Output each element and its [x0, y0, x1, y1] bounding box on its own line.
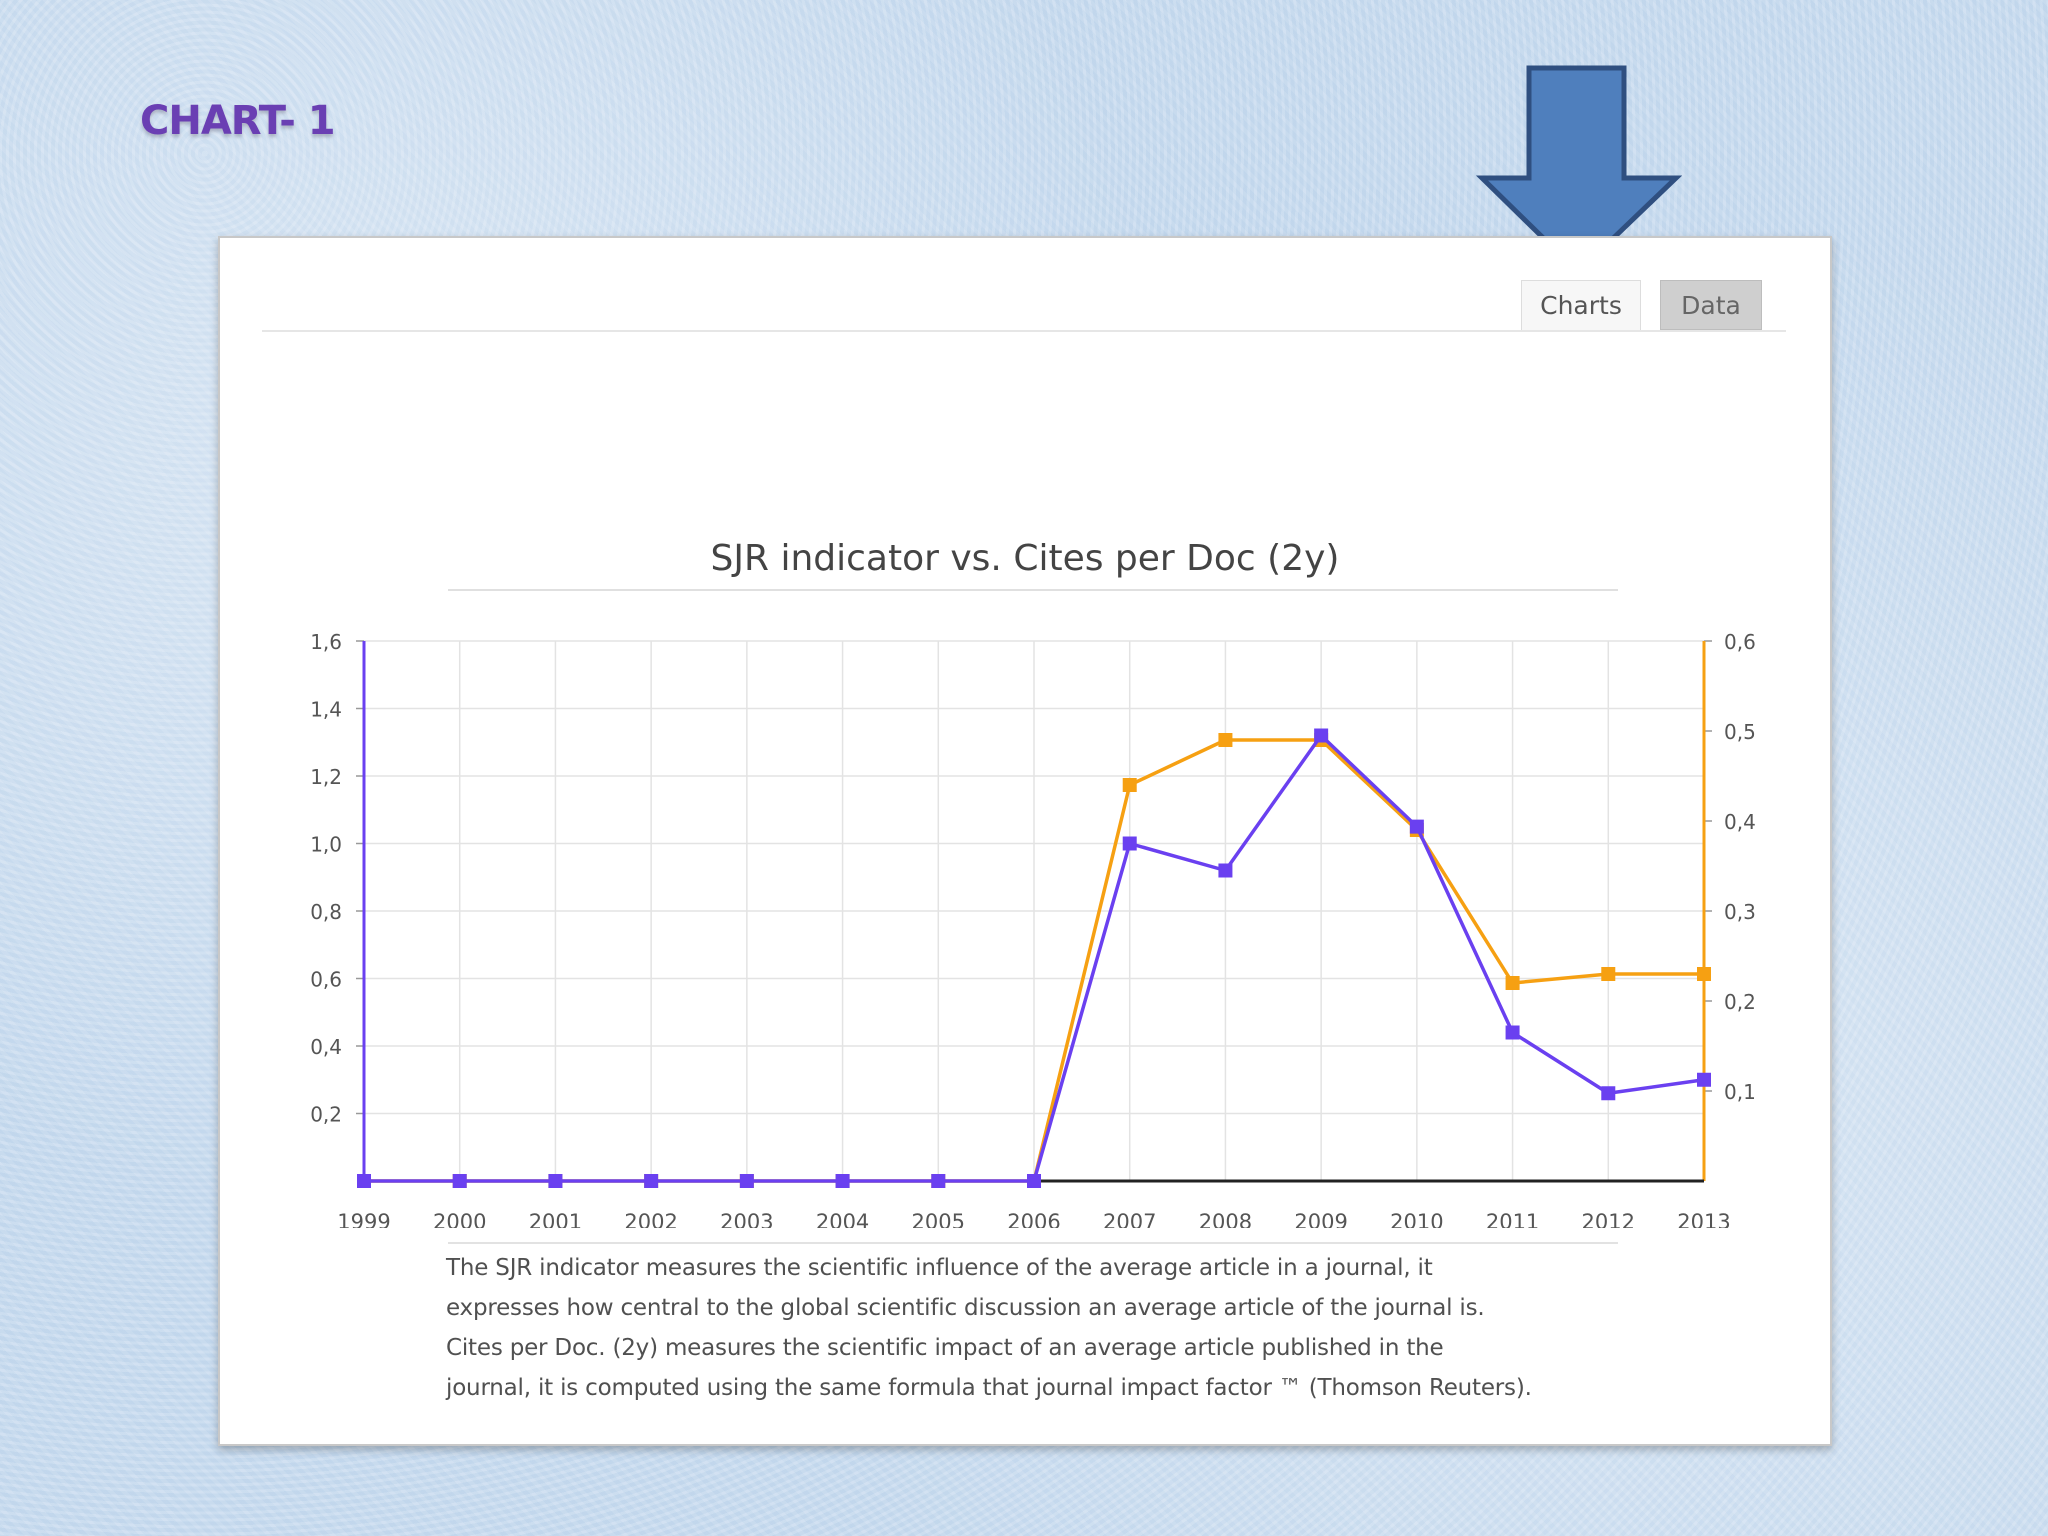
y-tick-label-left: 1,4	[310, 698, 342, 722]
tab-data[interactable]: Data	[1660, 280, 1762, 330]
chart-title: SJR indicator vs. Cites per Doc (2y)	[711, 538, 1340, 579]
caption-line: Cites per Doc. (2y) measures the scienti…	[446, 1335, 1444, 1361]
tab-charts[interactable]: Charts	[1521, 280, 1641, 330]
caption-line: The SJR indicator measures the scientifi…	[446, 1255, 1433, 1281]
data-point-cites	[452, 1174, 467, 1188]
data-point-sjr	[1505, 976, 1520, 990]
y-tick-label-right: 0,2	[1724, 990, 1756, 1014]
chart: SJR indicator vs. Cites per Doc (2y) 1,6…	[310, 538, 1756, 1228]
data-point-sjr	[1122, 778, 1137, 792]
data-point-cites	[835, 1174, 850, 1188]
y-tick-label-right: 0,3	[1724, 900, 1756, 924]
y-tick-label-right: 0,1	[1724, 1080, 1756, 1104]
data-point-cites	[1027, 1174, 1041, 1188]
data-point-cites	[1505, 1025, 1520, 1040]
y-tick-label-right: 0,6	[1724, 630, 1756, 654]
caption-line: journal, it is computed using the same f…	[446, 1375, 1532, 1401]
x-tick-label: 2010	[1390, 1210, 1443, 1228]
slide-title: CHART- 1	[140, 98, 336, 144]
data-point-cites	[931, 1174, 946, 1188]
y-tick-label-left: 0,2	[310, 1103, 342, 1127]
y-tick-label-right: 0,5	[1724, 720, 1756, 744]
data-point-cites	[1218, 863, 1233, 878]
x-tick-label: 2006	[1007, 1210, 1060, 1228]
x-tick-label: 2013	[1677, 1210, 1730, 1228]
data-point-cites	[1697, 1072, 1711, 1087]
x-tick-label: 2003	[720, 1210, 773, 1228]
caption-line: expresses how central to the global scie…	[446, 1295, 1485, 1321]
y-tick-label-left: 1,0	[310, 833, 342, 857]
x-tick-label: 2009	[1294, 1210, 1347, 1228]
y-tick-label-left: 0,6	[310, 968, 342, 992]
data-point-sjr	[1601, 967, 1616, 981]
y-tick-label-left: 1,2	[310, 765, 342, 789]
y-tick-label-right: 0,4	[1724, 810, 1756, 834]
data-point-cites	[644, 1174, 659, 1188]
data-point-cites	[548, 1174, 563, 1188]
x-tick-label: 2000	[433, 1210, 486, 1228]
x-tick-label: 2002	[624, 1210, 677, 1228]
data-point-cites	[1409, 819, 1424, 834]
caption: The SJR indicator measures the scientifi…	[446, 1248, 1646, 1408]
x-tick-label: 2005	[912, 1210, 965, 1228]
y-tick-label-left: 0,8	[310, 900, 342, 924]
data-point-cites	[1601, 1086, 1616, 1101]
x-tick-label: 2008	[1199, 1210, 1252, 1228]
chart-panel: Charts Data SJR indicator vs. Cites per …	[218, 236, 1832, 1446]
x-tick-label: 2001	[529, 1210, 582, 1228]
y-tick-label-left: 0,4	[310, 1035, 342, 1059]
data-point-sjr	[1697, 967, 1711, 981]
data-point-cites	[739, 1174, 754, 1188]
y-tick-label-left: 1,6	[310, 630, 342, 654]
x-tick-label: 2004	[816, 1210, 869, 1228]
down-arrow-icon	[1476, 65, 1682, 276]
data-point-cites	[1122, 836, 1137, 851]
tab-divider	[262, 330, 1786, 332]
x-tick-label: 1999	[337, 1210, 390, 1228]
data-point-sjr	[1218, 733, 1233, 747]
data-point-cites	[1314, 728, 1329, 743]
data-point-cites	[357, 1174, 371, 1188]
caption-divider	[448, 1242, 1618, 1244]
x-tick-label: 2011	[1486, 1210, 1539, 1228]
x-tick-label: 2012	[1582, 1210, 1635, 1228]
x-tick-label: 2007	[1103, 1210, 1156, 1228]
